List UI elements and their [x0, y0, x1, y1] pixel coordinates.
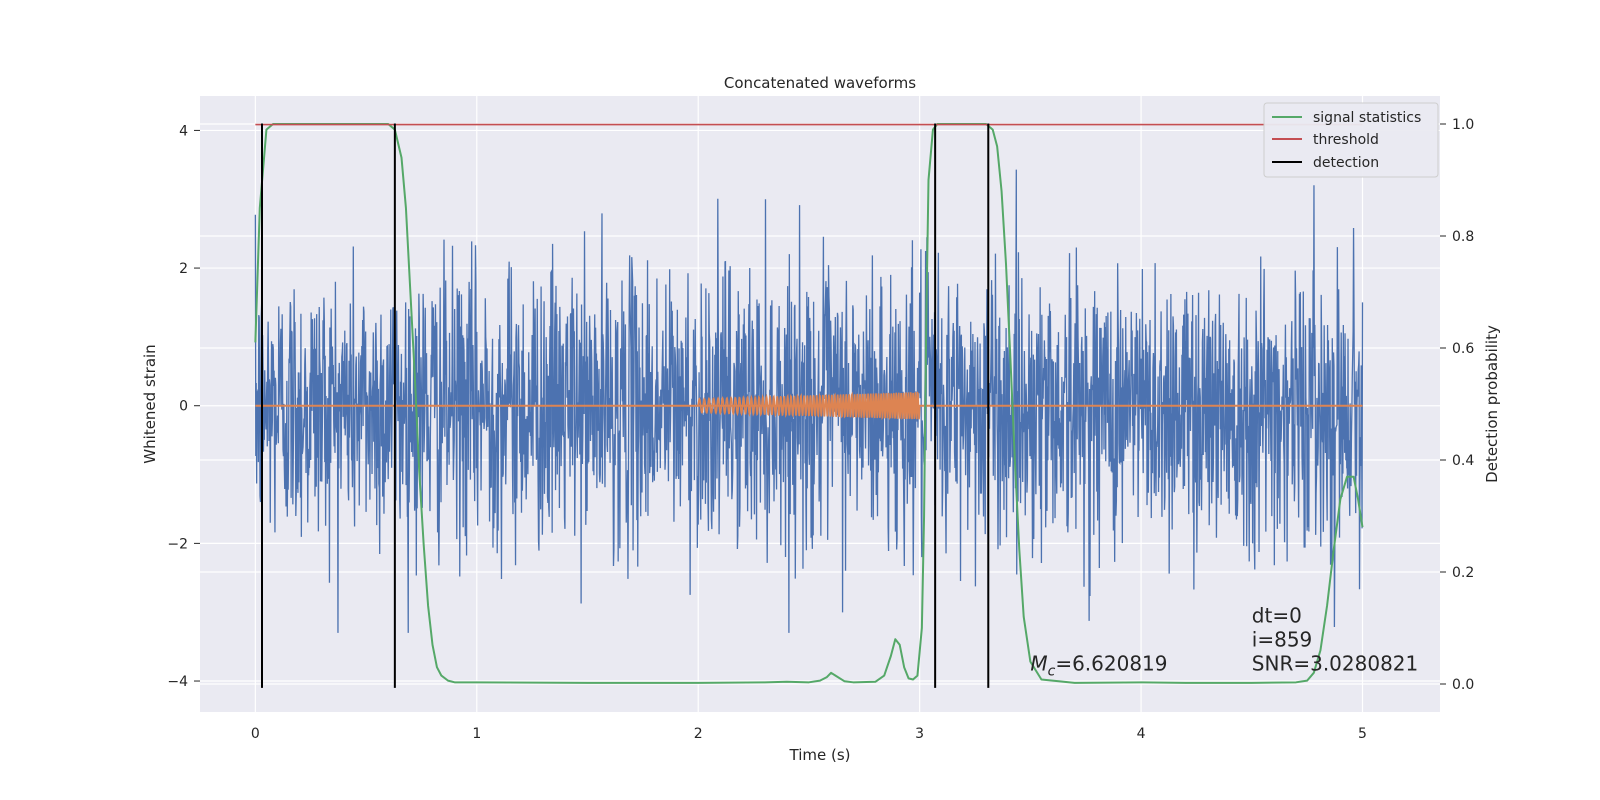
legend: signal statistics threshold detection: [1263, 102, 1439, 178]
annotation-chirp-mass-symbol: M: [1030, 652, 1047, 676]
strain-noise-series: [254, 169, 1364, 633]
y-axis-left: −4 −2 0 2 4: [167, 123, 200, 690]
y-right-tick-label: 0.6: [1452, 341, 1474, 357]
y-right-tick-label: 0.0: [1452, 677, 1474, 693]
annotation-snr: SNR=3.0280821: [1252, 652, 1418, 676]
y-right-tick-label: 1.0: [1452, 117, 1474, 133]
x-axis: 0 1 2 3 4 5: [251, 726, 1367, 742]
legend-box: [1263, 102, 1439, 178]
legend-label-signal-statistics: signal statistics: [1313, 110, 1421, 126]
injected-chirp: [697, 391, 921, 421]
y-tick-label: 4: [179, 123, 188, 139]
annotation-chirp-mass-value: =6.620819: [1055, 652, 1167, 676]
annotation-dt: dt=0: [1252, 604, 1302, 628]
x-axis-label: Time (s): [789, 746, 851, 764]
y-axis-right: 0.0 0.2 0.4 0.6 0.8 1.0: [1440, 117, 1474, 693]
legend-label-threshold: threshold: [1313, 132, 1379, 148]
y-tick-label: 0: [179, 399, 188, 415]
x-tick-label: 2: [694, 726, 703, 742]
y-tick-label: 2: [179, 261, 188, 277]
x-tick-label: 4: [1137, 726, 1146, 742]
detection-series: [261, 123, 990, 688]
y-right-tick-label: 0.2: [1452, 565, 1474, 581]
y-axis-label: Whitened strain: [141, 344, 159, 463]
chart-title: Concatenated waveforms: [724, 74, 916, 92]
y-tick-label: −4: [167, 674, 188, 690]
x-tick-label: 5: [1358, 726, 1367, 742]
strain-noise-line: [254, 169, 1364, 633]
annotations: Mc=6.620819 dt=0 i=859 SNR=3.0280821: [1030, 604, 1418, 680]
legend-label-detection: detection: [1313, 155, 1379, 171]
y-right-tick-label: 0.8: [1452, 229, 1474, 245]
annotation-index: i=859: [1252, 628, 1313, 652]
injected-waveform-series: [255, 391, 1363, 421]
x-tick-label: 3: [915, 726, 924, 742]
annotation-chirp-mass: Mc=6.620819: [1030, 652, 1167, 680]
x-tick-label: 1: [472, 726, 481, 742]
annotation-chirp-mass-subscript: c: [1048, 664, 1056, 680]
y-right-tick-label: 0.4: [1452, 453, 1474, 469]
y-axis-right-label: Detection probability: [1483, 325, 1501, 483]
signal-statistics-series: [254, 123, 1364, 684]
x-tick-label: 0: [251, 726, 260, 742]
y-tick-label: −2: [167, 536, 188, 552]
signal-statistics-line: [254, 123, 1364, 684]
